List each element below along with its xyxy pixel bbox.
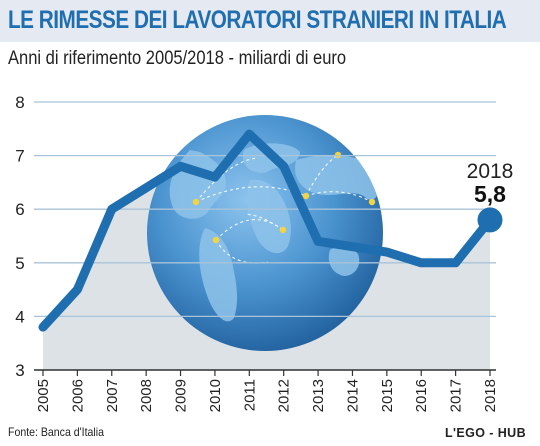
series-line: [38, 129, 495, 332]
highlight-point: [477, 207, 503, 233]
x-tick-label: 2018: [482, 379, 499, 412]
chart-subtitle: Anni di riferimento 2005/2018 - miliardi…: [8, 48, 347, 69]
y-tick-label: 5: [15, 254, 24, 273]
x-tick-label: 2006: [69, 379, 86, 412]
x-tick-label: 2009: [173, 379, 190, 412]
x-tick-label: 2005: [35, 379, 52, 412]
x-tick-label: 2010: [207, 379, 224, 412]
highlight-value-label: 5,8: [474, 181, 506, 207]
x-tick-label: 2011: [241, 379, 258, 411]
y-tick-label: 4: [15, 307, 24, 326]
x-tick-label: 2007: [104, 379, 121, 412]
credit-label: L'EGO - HUB: [445, 426, 526, 440]
x-tick-label: 2008: [138, 379, 155, 412]
x-tick-label: 2016: [413, 379, 430, 412]
y-tick-label: 8: [15, 93, 24, 112]
highlight-year-label: 2018: [467, 160, 514, 183]
y-tick-label: 6: [15, 200, 24, 219]
title-bar: LE RIMESSE DEI LAVORATORI STRANIERI IN I…: [0, 0, 540, 42]
x-tick-label: 2015: [379, 379, 396, 412]
x-tick-label: 2014: [344, 379, 361, 412]
y-tick-label: 3: [15, 361, 24, 380]
x-tick-label: 2013: [310, 379, 327, 412]
x-tick-label: 2017: [448, 379, 465, 412]
y-tick-label: 7: [15, 147, 24, 166]
source-note: Fonte: Banca d'Italia: [8, 425, 104, 439]
chart-title: LE RIMESSE DEI LAVORATORI STRANIERI IN I…: [8, 6, 507, 34]
x-tick-label: 2012: [276, 379, 293, 412]
